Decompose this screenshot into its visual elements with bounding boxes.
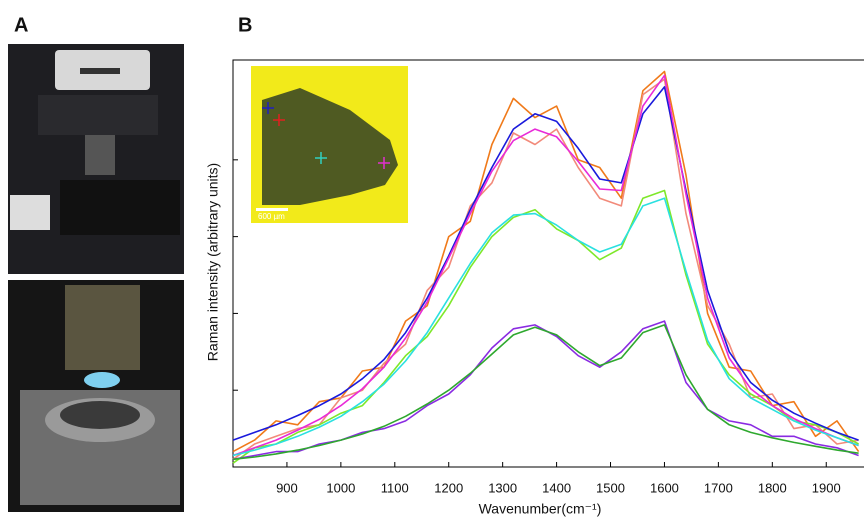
photo-objective [8,280,184,512]
x-tick-label: 1300 [488,480,517,495]
x-tick-label: 1800 [758,480,787,495]
photo-microscope [8,44,184,274]
x-tick-label: 1200 [434,480,463,495]
x-tick-label: 1900 [812,480,841,495]
panel-label: A [14,14,28,36]
spectrum-line [232,320,859,461]
axis-frame [232,59,864,468]
inset-scale-label: 600 µm [258,212,285,221]
x-tick-label: 900 [276,480,298,495]
x-tick-label: 1700 [704,480,733,495]
spectrum-line [232,86,859,441]
spectrum-line [232,324,859,461]
x-tick-label: 1000 [326,480,355,495]
panel-label: B [238,14,252,36]
spectrum-line [232,78,859,460]
spectrum-line [232,189,859,464]
x-axis-label: Wavenumber(cm⁻¹) [479,501,602,517]
y-axis-label: Raman intensity (arbitrary units) [205,163,221,361]
x-tick-label: 1100 [381,480,409,495]
inset-image: 600 µm [251,66,408,223]
x-tick-label: 1500 [596,480,625,495]
spectrum-line [232,197,859,457]
x-tick-label: 1400 [542,480,571,495]
x-tick-label: 1600 [650,480,679,495]
spectrum-line [232,70,860,453]
spectrum-line [232,74,859,457]
